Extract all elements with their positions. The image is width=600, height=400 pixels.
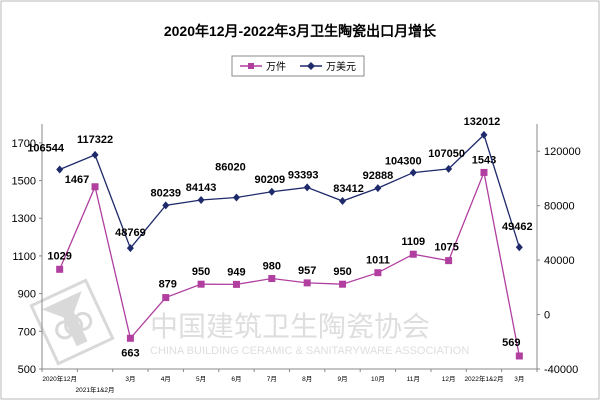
x-tick-label: 9月 bbox=[337, 375, 347, 383]
x-tick-label: 2020年12月 bbox=[42, 374, 77, 383]
data-point-units bbox=[197, 280, 205, 288]
data-label: 1467 bbox=[65, 174, 89, 186]
left-tick-label: 500 bbox=[18, 364, 36, 376]
data-point-units bbox=[374, 269, 382, 277]
data-label: 957 bbox=[298, 265, 316, 277]
data-point-usd bbox=[162, 201, 170, 210]
data-label: 1543 bbox=[472, 154, 496, 166]
axes: 500 700 900 1100 1300 1500 1700 -40000 0 40000 800… bbox=[12, 124, 581, 394]
watermark-english: CHINA BUILDING CERAMIC & SANITARYWARE AS… bbox=[150, 345, 469, 357]
data-point-units bbox=[480, 168, 488, 176]
left-tick-label: 1100 bbox=[12, 251, 36, 263]
x-tick-label: 3月 bbox=[125, 375, 135, 383]
data-point-units bbox=[268, 275, 276, 283]
data-point-usd bbox=[303, 183, 311, 192]
right-tick-label: 0 bbox=[544, 310, 550, 322]
data-point-usd bbox=[197, 196, 205, 205]
data-point-units bbox=[162, 294, 170, 302]
x-tick-label: 5月 bbox=[196, 375, 206, 383]
series-line-usd bbox=[59, 133, 520, 250]
data-label: 569 bbox=[502, 337, 520, 349]
data-label: 83412 bbox=[333, 183, 364, 195]
data-label: 107050 bbox=[428, 148, 465, 160]
legend-marker-diamond bbox=[307, 62, 315, 70]
x-tick-label: 6月 bbox=[231, 375, 241, 383]
data-label: 92888 bbox=[363, 170, 394, 182]
data-point-units bbox=[515, 352, 523, 360]
data-point-units bbox=[126, 334, 134, 342]
data-label: 90209 bbox=[255, 174, 286, 186]
right-tick-label: -40000 bbox=[544, 364, 578, 376]
legend-label-usd: 万美元 bbox=[326, 60, 356, 73]
watermark: 中国建筑卫生陶瓷协会 CHINA BUILDING CERAMIC & SANI… bbox=[29, 278, 469, 366]
legend-box bbox=[231, 55, 365, 77]
data-label: 1075 bbox=[434, 242, 458, 254]
data-point-usd bbox=[374, 184, 382, 193]
watermark-chinese: 中国建筑卫生陶瓷协会 bbox=[150, 311, 430, 342]
data-point-usd bbox=[91, 150, 99, 159]
data-point-usd bbox=[409, 168, 417, 177]
data-label: 949 bbox=[227, 266, 245, 278]
legend-label-units: 万件 bbox=[266, 61, 286, 73]
x-tick-label: 10月 bbox=[371, 375, 385, 383]
data-point-usd bbox=[339, 197, 347, 206]
data-point-units bbox=[56, 265, 64, 273]
right-tick-label: 40000 bbox=[544, 255, 575, 267]
data-label: 117322 bbox=[77, 134, 113, 146]
right-tick-label: 120000 bbox=[544, 146, 581, 158]
data-label: 86020 bbox=[215, 161, 246, 173]
chart-title: 2020年12月-2022年3月卫生陶瓷出口月增长 bbox=[164, 23, 437, 39]
right-tick-label: 80000 bbox=[544, 201, 575, 213]
legend-marker-square bbox=[248, 63, 254, 69]
data-label: 49462 bbox=[502, 221, 533, 233]
x-tick-label: 3月 bbox=[514, 375, 524, 383]
data-label: 879 bbox=[159, 279, 177, 291]
left-tick-label: 900 bbox=[18, 289, 36, 301]
data-label: 950 bbox=[333, 266, 351, 278]
data-point-usd bbox=[480, 130, 488, 139]
plot-area: 1029 1467 663 879 950 949 980 957 950 1011 1109 107… bbox=[27, 116, 533, 360]
data-point-units bbox=[409, 250, 417, 258]
x-tick-label: 2022年1&2月 bbox=[464, 374, 503, 383]
data-label: 84143 bbox=[186, 182, 217, 194]
data-label: 93393 bbox=[288, 169, 319, 181]
data-point-units bbox=[232, 280, 240, 288]
left-tick-label: 1700 bbox=[12, 138, 36, 150]
data-label: 950 bbox=[192, 266, 210, 278]
data-point-usd bbox=[126, 244, 134, 253]
left-tick-label: 1300 bbox=[12, 213, 36, 225]
x-tick-label: 11月 bbox=[407, 375, 420, 383]
data-label: 104300 bbox=[385, 156, 422, 168]
legend: 万件 万美元 bbox=[231, 55, 365, 77]
data-label: 80239 bbox=[150, 187, 181, 199]
x-tick-label: 7月 bbox=[267, 375, 277, 383]
data-label: 48769 bbox=[115, 227, 146, 239]
series-line-units bbox=[59, 170, 520, 357]
x-tick-label: 12月 bbox=[442, 375, 456, 383]
data-label: 1011 bbox=[366, 255, 390, 267]
association-logo bbox=[29, 278, 115, 366]
left-tick-label: 1500 bbox=[12, 176, 36, 188]
left-tick-label: 700 bbox=[18, 326, 36, 338]
data-point-usd bbox=[232, 193, 240, 202]
data-label: 980 bbox=[263, 261, 281, 273]
data-label: 106544 bbox=[27, 143, 65, 155]
data-point-usd bbox=[268, 187, 276, 196]
data-point-usd bbox=[515, 243, 523, 252]
data-label: 1109 bbox=[401, 236, 425, 248]
data-point-units bbox=[445, 257, 453, 265]
data-point-units bbox=[303, 279, 311, 287]
x-tick-label: 4月 bbox=[161, 375, 171, 383]
data-label: 1029 bbox=[47, 250, 71, 262]
data-point-units bbox=[91, 183, 99, 191]
data-point-usd bbox=[56, 165, 64, 174]
x-tick-label: 8月 bbox=[302, 375, 312, 383]
data-label: 663 bbox=[121, 347, 139, 359]
data-point-units bbox=[339, 280, 347, 288]
data-point-usd bbox=[445, 164, 453, 173]
data-label: 132012 bbox=[464, 116, 501, 128]
x-tick-label: 2021年1&2月 bbox=[76, 385, 115, 394]
